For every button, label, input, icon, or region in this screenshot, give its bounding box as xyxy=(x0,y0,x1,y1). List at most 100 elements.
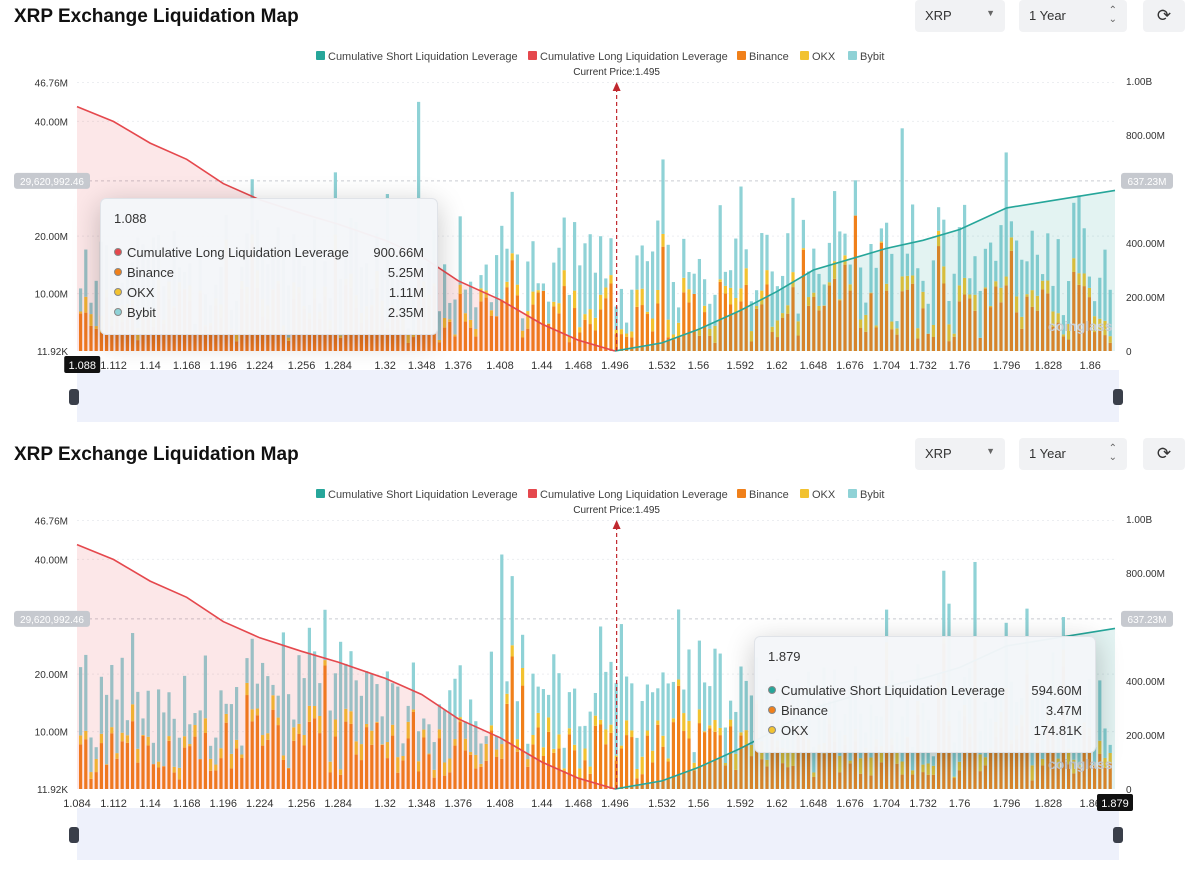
okx-bar xyxy=(667,758,670,761)
slider-handle-right[interactable] xyxy=(1113,389,1123,405)
bybit-bar xyxy=(739,187,742,289)
okx-bar xyxy=(537,713,540,728)
series-dot-icon xyxy=(114,308,122,316)
bybit-bar xyxy=(635,738,638,769)
legend-item[interactable]: Binance xyxy=(737,51,789,63)
legend-item[interactable]: Cumulative Long Liquidation Leverage xyxy=(528,489,728,501)
x-tick: 1.376 xyxy=(444,798,472,810)
okx-bar xyxy=(641,289,644,305)
bybit-bar xyxy=(719,654,722,728)
bybit-bar xyxy=(604,672,607,730)
binance-bar xyxy=(661,247,664,351)
okx-bar xyxy=(547,717,550,731)
legend-item[interactable]: OKX xyxy=(800,489,836,501)
okx-bar xyxy=(620,746,623,749)
x-tick: 1.196 xyxy=(209,798,237,810)
tooltip-series-name: Binance xyxy=(127,265,388,280)
legend-item[interactable]: Bybit xyxy=(848,51,884,63)
bybit-bar xyxy=(854,180,857,215)
okx-bar xyxy=(573,291,576,308)
okx-bar xyxy=(641,757,644,774)
legend-item[interactable]: Binance xyxy=(737,489,789,501)
y-right-marker: 637.23M xyxy=(1128,615,1167,626)
bybit-bar xyxy=(724,272,727,286)
x-tick: 1.14 xyxy=(139,798,160,810)
x-tick: 1.32 xyxy=(374,360,395,372)
bybit-bar xyxy=(682,690,685,714)
legend-item[interactable]: Cumulative Short Liquidation Leverage xyxy=(316,51,518,63)
legend-swatch xyxy=(316,489,325,498)
legend-item[interactable]: Cumulative Short Liquidation Leverage xyxy=(316,489,518,501)
legend-swatch xyxy=(316,51,325,60)
bybit-bar xyxy=(323,610,326,660)
bybit-bar xyxy=(459,216,462,284)
range-select-value: 1 Year xyxy=(1029,446,1066,461)
tooltip-series-name: Cumulative Short Liquidation Leverage xyxy=(781,683,1031,698)
coin-select[interactable]: XRP▼ xyxy=(915,0,1005,32)
bybit-bar xyxy=(552,263,555,302)
okx-bar xyxy=(802,248,805,250)
okx-bar xyxy=(630,331,633,337)
bybit-bar xyxy=(573,222,576,291)
y-right-tick: 400.00M xyxy=(1126,239,1165,250)
x-tick: 1.168 xyxy=(173,798,201,810)
range-select[interactable]: 1 Year⌃⌄ xyxy=(1019,438,1127,470)
x-hover-label: 1.088 xyxy=(68,360,96,372)
legend-item[interactable]: Cumulative Long Liquidation Leverage xyxy=(528,51,728,63)
y-right-tick: 800.00M xyxy=(1126,131,1165,142)
x-tick: 1.648 xyxy=(800,798,828,810)
x-tick: 1.592 xyxy=(727,798,755,810)
coin-select-value: XRP xyxy=(925,446,952,461)
bybit-bar xyxy=(656,688,659,720)
okx-bar xyxy=(651,319,654,332)
okx-bar xyxy=(739,288,742,301)
tooltip-series-value: 594.60M xyxy=(1031,683,1082,698)
okx-bar xyxy=(609,275,612,283)
chart-title: XRP Exchange Liquidation Map xyxy=(14,6,299,28)
range-select-value: 1 Year xyxy=(1029,8,1066,23)
bybit-bar xyxy=(843,234,846,256)
y-left-tick: 11.92K xyxy=(37,347,68,358)
okx-bar xyxy=(563,768,566,770)
chart-legend: Cumulative Short Liquidation Leverage Cum… xyxy=(316,51,884,63)
okx-bar xyxy=(661,234,664,247)
x-tick: 1.796 xyxy=(993,798,1021,810)
bybit-bar xyxy=(563,218,566,271)
bybit-bar xyxy=(745,681,748,730)
okx-bar xyxy=(656,290,659,304)
bybit-bar xyxy=(568,692,571,728)
coinglass-watermark: coinglass xyxy=(1048,756,1113,772)
bybit-bar xyxy=(646,261,649,312)
liquidation-map-panel-top: XRP Exchange Liquidation Map XRP▼ 1 Year… xyxy=(0,0,1200,435)
okx-bar xyxy=(537,290,540,292)
y-left-tick: 20.00M xyxy=(35,232,68,243)
binance-bar xyxy=(599,725,602,789)
current-price-arrow xyxy=(613,82,621,91)
okx-bar xyxy=(708,725,711,728)
range-select[interactable]: 1 Year⌃⌄ xyxy=(1019,0,1127,32)
bybit-bar xyxy=(719,205,722,279)
okx-bar xyxy=(729,720,732,727)
tooltip-series-name: OKX xyxy=(781,723,1034,738)
bybit-bar xyxy=(599,236,602,295)
x-tick: 1.112 xyxy=(100,360,127,372)
refresh-button[interactable]: ⟳ xyxy=(1143,0,1185,32)
y-right-tick: 400.00M xyxy=(1126,677,1165,688)
binance-bar xyxy=(656,725,659,789)
x-tick: 1.376 xyxy=(444,360,472,372)
slider-handle-right[interactable] xyxy=(1113,827,1123,843)
slider-handle-left[interactable] xyxy=(69,389,79,405)
legend-item[interactable]: OKX xyxy=(800,51,836,63)
okx-bar xyxy=(682,713,685,731)
bybit-bar xyxy=(641,701,644,757)
coin-select[interactable]: XRP▼ xyxy=(915,438,1005,470)
bybit-bar xyxy=(791,198,794,272)
x-tick: 1.348 xyxy=(408,798,436,810)
okx-bar xyxy=(635,769,638,778)
series-dot-icon xyxy=(114,248,122,256)
legend-item[interactable]: Bybit xyxy=(848,489,884,501)
slider-handle-left[interactable] xyxy=(69,827,79,843)
refresh-button[interactable]: ⟳ xyxy=(1143,438,1185,470)
x-tick: 1.256 xyxy=(288,798,316,810)
